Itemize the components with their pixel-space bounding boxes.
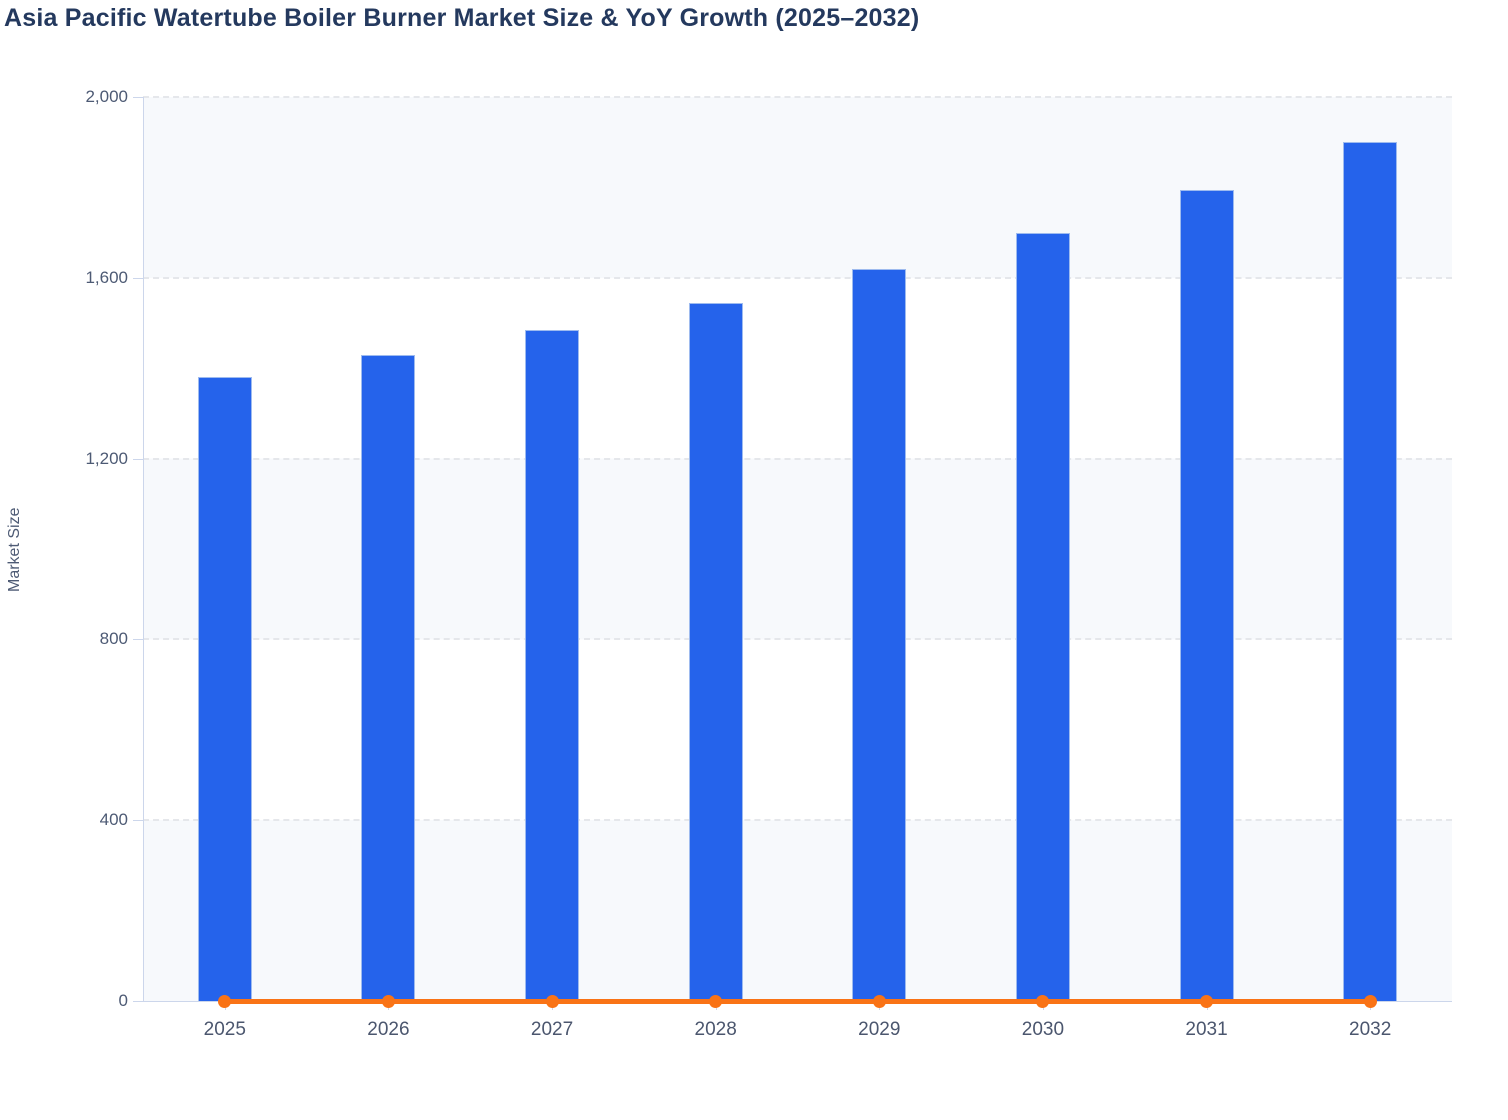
gridline — [143, 638, 1452, 641]
bar — [361, 354, 416, 1001]
y-axis-line — [143, 97, 144, 1001]
gridline — [143, 96, 1452, 98]
y-axis-tick — [133, 639, 143, 641]
plot-area — [133, 96, 1452, 1010]
x-axis-tick-label: 2032 — [1349, 1019, 1392, 1040]
gridline — [143, 819, 1452, 822]
bar — [688, 302, 743, 1001]
y-axis-tick — [133, 820, 143, 822]
y-axis-tick-label: 400 — [99, 810, 128, 830]
bar — [525, 329, 580, 1001]
y-axis-tick — [133, 1001, 143, 1002]
x-axis-tick-label: 2025 — [203, 1019, 246, 1040]
yoy-growth-line — [224, 998, 1371, 1004]
bar — [1343, 142, 1398, 1001]
y-axis-tick-label: 2,000 — [85, 87, 128, 106]
y-axis-tick-label: 800 — [99, 629, 128, 649]
x-axis-tick-label: 2030 — [1021, 1019, 1065, 1040]
bar — [1179, 189, 1234, 1001]
x-axis-tick-label: 2028 — [694, 1019, 737, 1040]
x-axis-tick-label: 2026 — [367, 1019, 410, 1040]
y-axis-tick — [133, 277, 143, 279]
yoy-growth-marker — [1363, 994, 1377, 1008]
y-axis-tick-label: 1,600 — [85, 267, 128, 287]
x-axis-tick-label: 2027 — [530, 1019, 574, 1040]
yoy-growth-marker — [872, 994, 886, 1008]
yoy-growth-marker — [218, 994, 232, 1008]
yoy-growth-marker — [1200, 994, 1214, 1008]
gridline — [143, 276, 1452, 279]
yoy-growth-marker — [381, 994, 395, 1008]
yoy-growth-marker — [1036, 994, 1050, 1008]
x-axis-labels: 2025 2026 2027 2028 2029 2030 2031 2032 — [143, 1019, 1452, 1049]
x-axis-tick-label: 2029 — [858, 1019, 901, 1040]
x-axis-tick-label: 2031 — [1185, 1019, 1228, 1040]
chart-title: Asia Pacific Watertube Boiler Burner Mar… — [4, 4, 920, 32]
y-axis-tick — [133, 458, 143, 460]
bar — [197, 377, 252, 1001]
yoy-growth-marker — [545, 994, 559, 1008]
y-axis-labels: 0 400 800 1,200 1,600 2,000 — [0, 88, 128, 1010]
y-axis-tick-label: 1,200 — [85, 448, 128, 468]
bar — [852, 268, 907, 1001]
y-axis-tick-label: 0 — [118, 991, 128, 1010]
y-axis-tick — [133, 97, 143, 98]
gridline — [143, 457, 1452, 460]
bar — [1015, 232, 1070, 1001]
yoy-growth-marker — [709, 994, 723, 1008]
